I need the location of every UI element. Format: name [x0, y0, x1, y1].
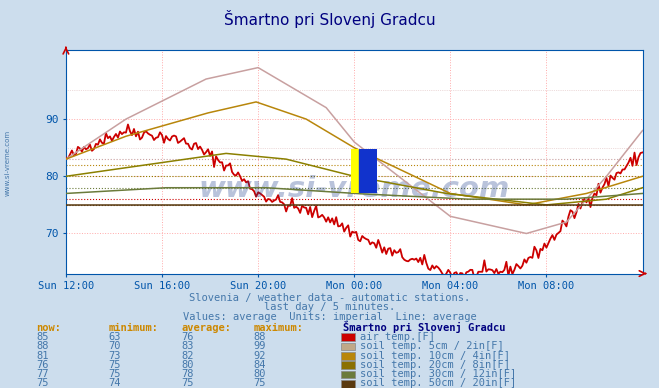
Text: soil temp. 50cm / 20in[F]: soil temp. 50cm / 20in[F]	[360, 378, 516, 388]
Text: soil temp. 30cm / 12in[F]: soil temp. 30cm / 12in[F]	[360, 369, 516, 379]
Text: now:: now:	[36, 322, 61, 333]
Text: 83: 83	[181, 341, 194, 351]
Text: Slovenia / weather data - automatic stations.: Slovenia / weather data - automatic stat…	[189, 293, 470, 303]
Text: 75: 75	[254, 378, 266, 388]
Text: 75: 75	[109, 369, 121, 379]
Text: maximum:: maximum:	[254, 322, 304, 333]
Text: 76: 76	[36, 360, 49, 370]
Text: 85: 85	[36, 332, 49, 342]
Text: 81: 81	[36, 350, 49, 360]
Polygon shape	[351, 149, 364, 193]
Text: last day / 5 minutes.: last day / 5 minutes.	[264, 302, 395, 312]
Text: 75: 75	[36, 378, 49, 388]
Text: 80: 80	[254, 369, 266, 379]
Text: soil temp. 5cm / 2in[F]: soil temp. 5cm / 2in[F]	[360, 341, 503, 351]
Text: 99: 99	[254, 341, 266, 351]
Text: 80: 80	[181, 360, 194, 370]
Polygon shape	[364, 149, 378, 193]
Text: 70: 70	[109, 341, 121, 351]
Text: 73: 73	[109, 350, 121, 360]
Text: Šmartno pri Slovenj Gradcu: Šmartno pri Slovenj Gradcu	[343, 320, 505, 333]
Text: 74: 74	[109, 378, 121, 388]
Text: air temp.[F]: air temp.[F]	[360, 332, 435, 342]
Text: 77: 77	[36, 369, 49, 379]
Polygon shape	[359, 149, 378, 193]
Text: www.si-vreme.com: www.si-vreme.com	[198, 175, 510, 203]
Text: 75: 75	[109, 360, 121, 370]
Text: 84: 84	[254, 360, 266, 370]
Text: 76: 76	[181, 332, 194, 342]
Text: 92: 92	[254, 350, 266, 360]
Text: 75: 75	[181, 378, 194, 388]
Text: 63: 63	[109, 332, 121, 342]
Text: 82: 82	[181, 350, 194, 360]
Text: 88: 88	[254, 332, 266, 342]
Text: Values: average  Units: imperial  Line: average: Values: average Units: imperial Line: av…	[183, 312, 476, 322]
Text: soil temp. 10cm / 4in[F]: soil temp. 10cm / 4in[F]	[360, 350, 510, 360]
Text: 78: 78	[181, 369, 194, 379]
Text: www.si-vreme.com: www.si-vreme.com	[5, 130, 11, 196]
Text: average:: average:	[181, 322, 231, 333]
Text: minimum:: minimum:	[109, 322, 159, 333]
Text: Šmartno pri Slovenj Gradcu: Šmartno pri Slovenj Gradcu	[223, 10, 436, 28]
Text: 88: 88	[36, 341, 49, 351]
Text: soil temp. 20cm / 8in[F]: soil temp. 20cm / 8in[F]	[360, 360, 510, 370]
